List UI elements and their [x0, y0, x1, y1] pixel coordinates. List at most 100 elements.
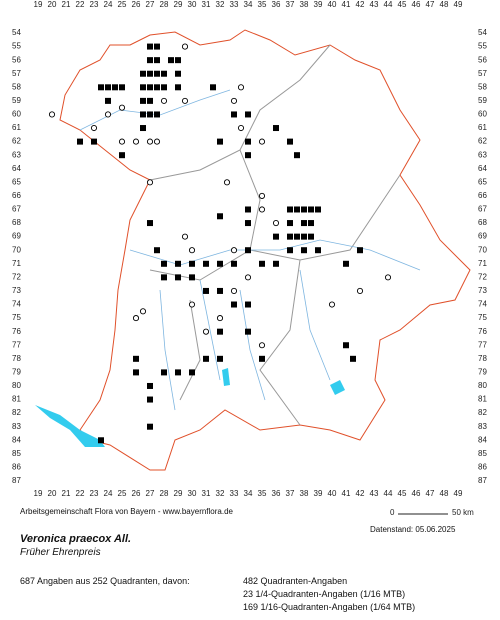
occurrence-filled	[343, 260, 349, 267]
column-label: 19	[34, 489, 43, 498]
occurrence-filled	[308, 233, 314, 240]
occurrence-filled	[273, 260, 279, 267]
occurrence-filled	[287, 138, 293, 145]
row-label: 85	[12, 449, 21, 458]
occurrence-filled	[154, 247, 160, 254]
column-label: 34	[244, 0, 253, 9]
occurrence-filled	[301, 233, 307, 240]
column-label: 24	[104, 0, 113, 9]
occurrence-filled	[301, 220, 307, 227]
column-label: 31	[202, 489, 211, 498]
row-label: 68	[12, 218, 21, 227]
row-label: 79	[12, 368, 21, 377]
occurrence-filled	[273, 233, 279, 240]
column-label: 37	[286, 489, 295, 498]
column-label: 32	[216, 489, 225, 498]
occurrence-filled	[140, 111, 146, 118]
column-label: 23	[90, 0, 99, 9]
column-label: 38	[300, 489, 309, 498]
column-label: 40	[328, 0, 337, 9]
occurrence-filled	[343, 342, 349, 349]
occurrence-filled	[140, 84, 146, 91]
occurrence-filled	[217, 287, 223, 294]
row-label: 60	[12, 110, 21, 119]
occurrence-filled	[140, 70, 146, 77]
row-label: 82	[478, 408, 487, 417]
column-label: 21	[62, 489, 71, 498]
occurrence-filled	[175, 70, 181, 77]
occurrence-filled	[189, 260, 195, 267]
occurrence-open	[258, 138, 266, 145]
row-label: 63	[12, 150, 21, 159]
occurrence-filled	[245, 301, 251, 308]
state-border	[59, 29, 471, 471]
occurrence-open	[153, 138, 161, 145]
column-label: 40	[328, 489, 337, 498]
row-label: 57	[12, 69, 21, 78]
column-label: 33	[230, 0, 239, 9]
occurrence-open	[258, 342, 266, 349]
row-label: 81	[12, 395, 21, 404]
row-label: 80	[12, 381, 21, 390]
column-label: 47	[426, 0, 435, 9]
occurrence-open	[230, 97, 238, 104]
row-label: 72	[478, 272, 487, 281]
column-label: 41	[342, 0, 351, 9]
occurrence-filled	[147, 382, 153, 389]
row-label: 80	[478, 381, 487, 390]
row-label: 71	[478, 259, 487, 268]
row-label: 71	[12, 259, 21, 268]
row-label: 86	[12, 463, 21, 472]
column-label: 49	[454, 489, 463, 498]
column-label: 21	[62, 0, 71, 9]
column-label: 33	[230, 489, 239, 498]
column-label: 34	[244, 489, 253, 498]
occurrence-open	[237, 124, 245, 132]
occurrence-filled	[91, 138, 97, 145]
row-label: 83	[12, 422, 21, 431]
row-label: 55	[478, 42, 487, 51]
occurrence-open	[48, 111, 56, 118]
occurrence-filled	[175, 84, 181, 91]
occurrence-open	[181, 43, 189, 50]
occurrence-open	[216, 315, 224, 322]
occurrence-open	[90, 124, 98, 132]
row-label: 64	[12, 164, 21, 173]
row-label: 84	[12, 435, 21, 444]
column-label: 25	[118, 489, 127, 498]
occurrence-filled	[315, 247, 321, 254]
occurrence-open	[384, 274, 392, 281]
occurrence-filled	[231, 111, 237, 118]
column-label: 22	[76, 489, 85, 498]
row-label: 66	[478, 191, 487, 200]
occurrence-filled	[294, 206, 300, 213]
row-label: 57	[478, 69, 487, 78]
occurrence-filled	[175, 274, 181, 281]
column-label: 47	[426, 489, 435, 498]
occurrence-filled	[287, 206, 293, 213]
credit: Arbeitsgemeinschaft Flora von Bayern - w…	[20, 507, 233, 516]
occurrence-open	[356, 287, 364, 294]
row-label: 77	[12, 340, 21, 349]
occurrence-filled	[287, 247, 293, 254]
occurrence-filled	[147, 43, 153, 50]
occurrence-open	[202, 328, 210, 335]
row-label: 69	[12, 232, 21, 241]
occurrence-open	[230, 247, 238, 254]
occurrence-filled	[231, 301, 237, 308]
occurrence-open	[244, 274, 252, 281]
occurrence-filled	[287, 233, 293, 240]
row-label: 56	[478, 55, 487, 64]
column-label: 24	[104, 489, 113, 498]
row-label: 79	[478, 368, 487, 377]
occurrence-filled	[105, 84, 111, 91]
row-label: 87	[478, 476, 487, 485]
occurrence-filled	[175, 57, 181, 64]
occurrence-filled	[294, 152, 300, 159]
occurrence-filled	[245, 220, 251, 227]
occurrence-filled	[161, 84, 167, 91]
column-label: 43	[370, 0, 379, 9]
occurrence-filled	[203, 287, 209, 294]
occurrence-filled	[154, 111, 160, 118]
occurrence-filled	[259, 260, 265, 267]
